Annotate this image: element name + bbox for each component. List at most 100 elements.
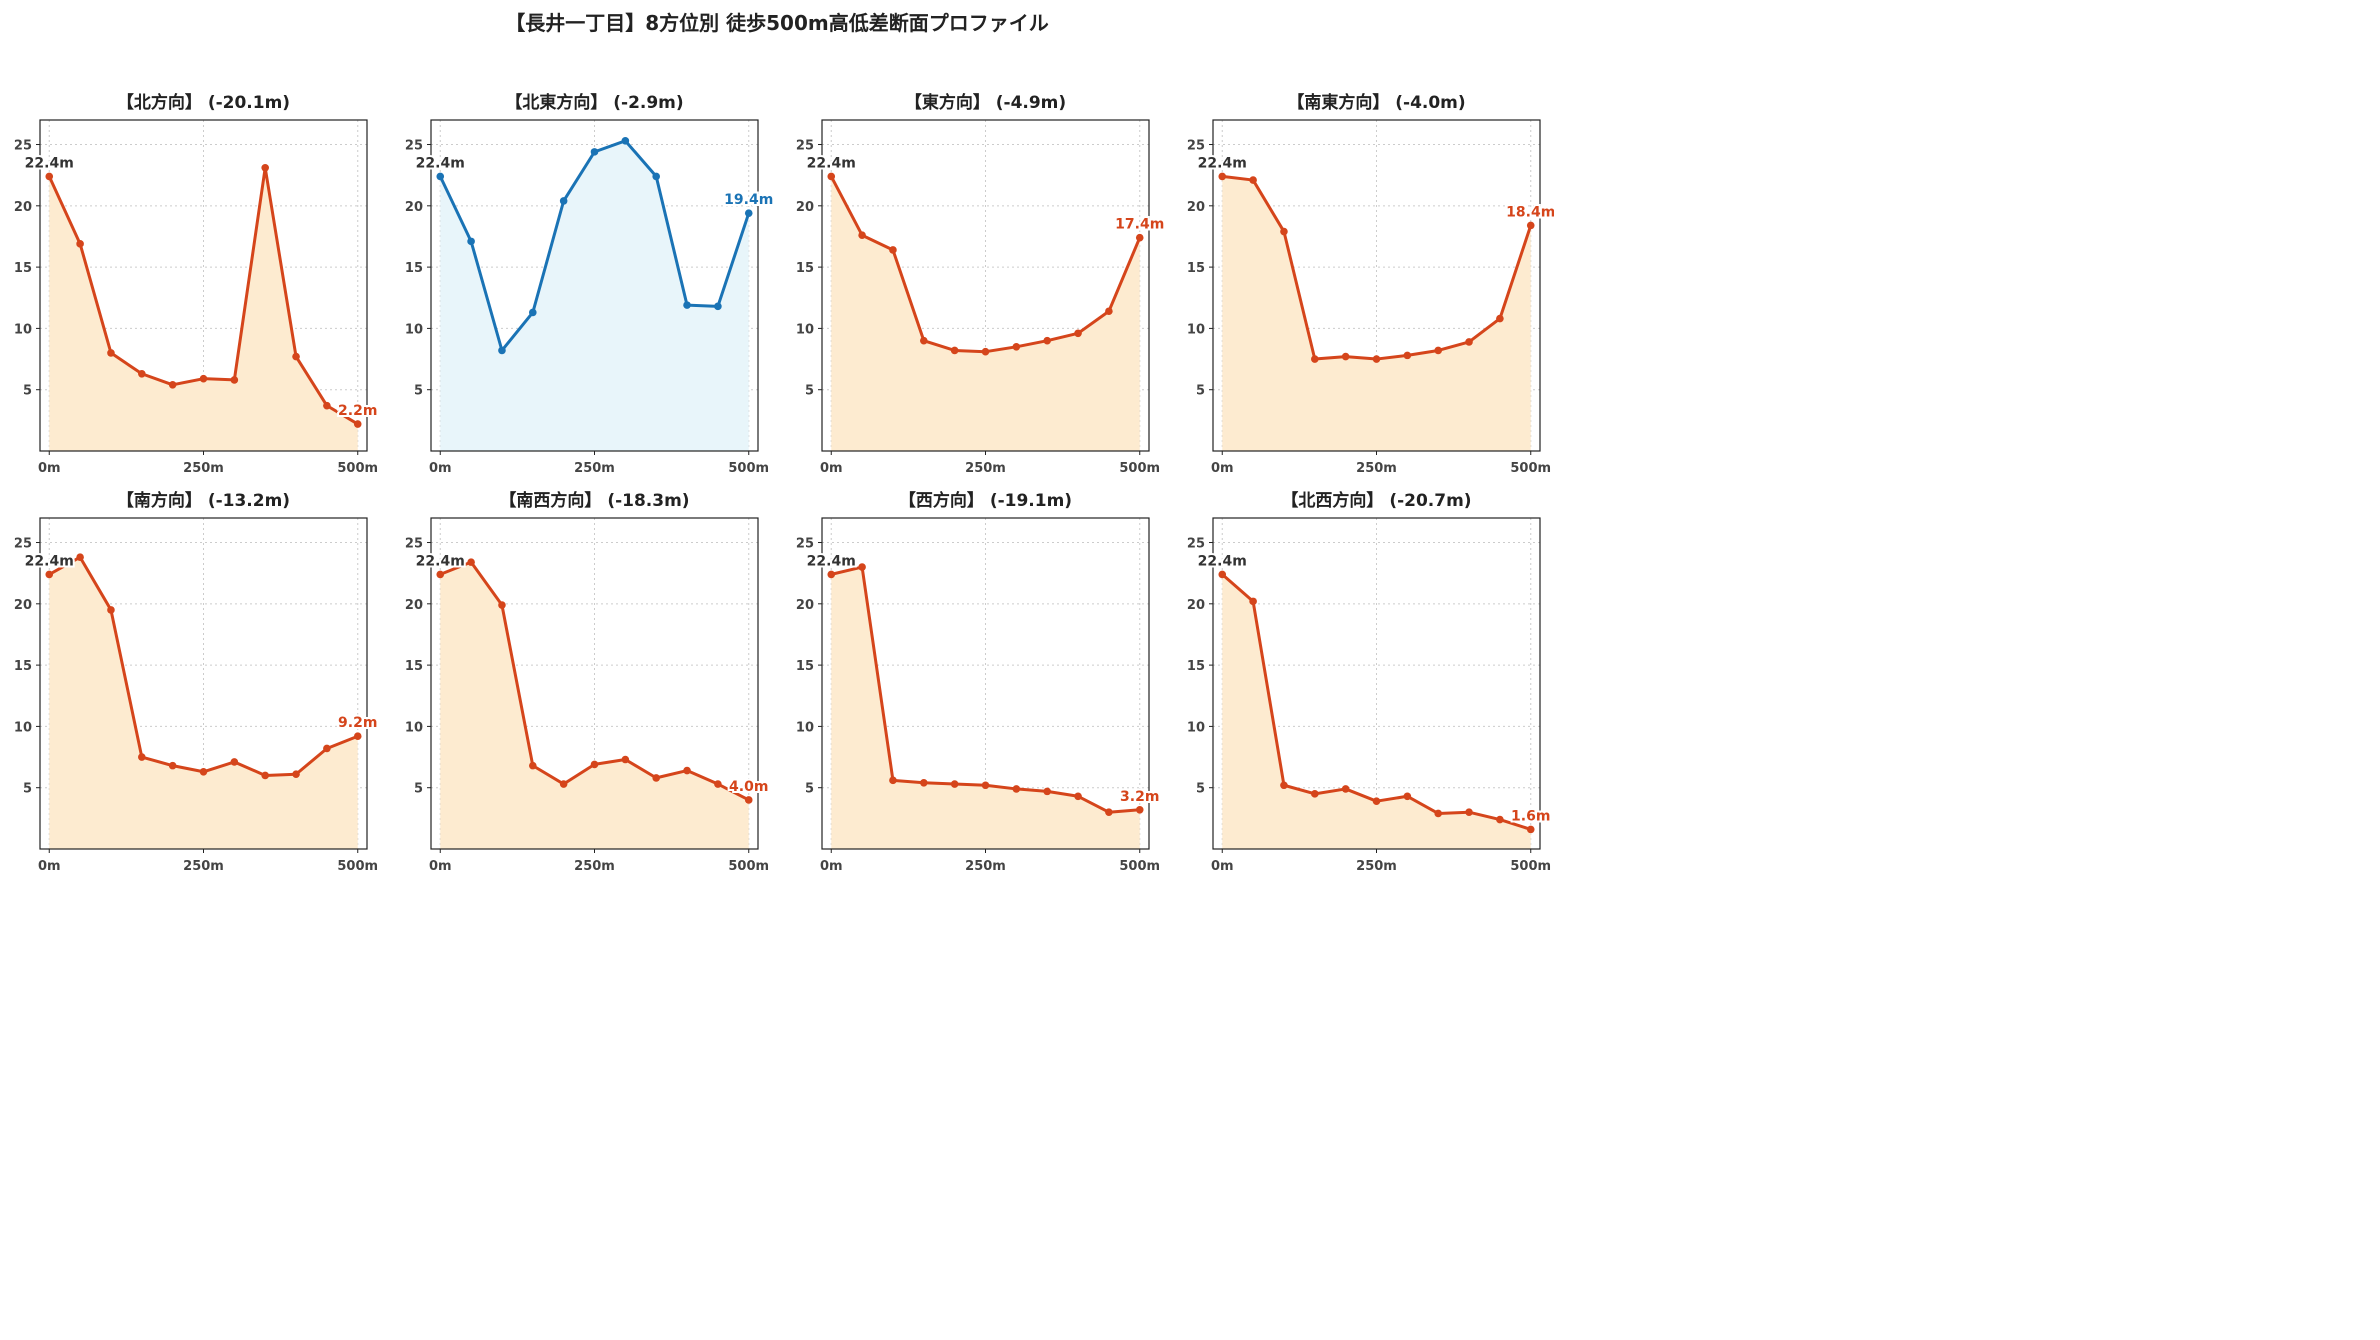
data-point bbox=[1135, 805, 1144, 814]
data-point bbox=[107, 349, 115, 357]
data-point bbox=[436, 570, 445, 579]
data-point bbox=[1496, 815, 1504, 824]
y-tick-label: 25 bbox=[1187, 537, 1205, 552]
y-tick-label: 20 bbox=[796, 598, 814, 613]
panel-title: 【北東方向】 (-2.9m) bbox=[505, 92, 683, 113]
data-point bbox=[1135, 233, 1144, 242]
data-point bbox=[683, 301, 691, 309]
x-tick-label: 250m bbox=[574, 859, 615, 874]
data-point bbox=[1465, 338, 1473, 346]
panel-title: 【西方向】 (-19.1m) bbox=[899, 490, 1072, 511]
y-tick-label: 20 bbox=[1187, 200, 1205, 215]
data-point bbox=[323, 744, 331, 753]
data-point bbox=[590, 148, 599, 156]
y-tick-label: 15 bbox=[796, 659, 814, 674]
data-point bbox=[199, 767, 208, 776]
data-point bbox=[76, 553, 84, 562]
data-point bbox=[467, 558, 475, 566]
data-point bbox=[559, 780, 568, 788]
area-fill bbox=[1222, 176, 1531, 452]
x-tick-label: 250m bbox=[965, 859, 1006, 874]
data-point bbox=[827, 570, 836, 579]
x-tick-label: 0m bbox=[429, 859, 452, 874]
y-tick-label: 25 bbox=[14, 139, 32, 154]
start-elevation-label: 22.4m bbox=[1198, 553, 1247, 569]
y-tick-label: 25 bbox=[796, 537, 814, 552]
y-tick-label: 20 bbox=[14, 598, 32, 613]
data-point bbox=[467, 237, 475, 246]
data-point bbox=[45, 172, 54, 181]
area-fill bbox=[831, 567, 1140, 849]
start-elevation-label: 22.4m bbox=[416, 553, 465, 569]
data-point bbox=[714, 302, 722, 311]
y-tick-label: 25 bbox=[405, 139, 423, 154]
x-tick-label: 500m bbox=[337, 461, 378, 476]
data-point bbox=[1434, 346, 1442, 355]
y-tick-label: 15 bbox=[796, 261, 814, 276]
panel-title: 【北西方向】 (-20.7m) bbox=[1281, 490, 1471, 511]
data-point bbox=[107, 606, 115, 614]
y-tick-label: 15 bbox=[1187, 659, 1205, 674]
data-point bbox=[1403, 351, 1412, 360]
area-fill bbox=[49, 167, 358, 452]
y-tick-label: 25 bbox=[14, 537, 32, 552]
data-point bbox=[1105, 307, 1113, 316]
y-tick-label: 15 bbox=[14, 261, 32, 276]
x-tick-label: 0m bbox=[1211, 859, 1234, 874]
x-tick-label: 250m bbox=[183, 461, 224, 476]
data-point bbox=[1280, 227, 1288, 236]
y-tick-label: 15 bbox=[1187, 261, 1205, 276]
y-tick-label: 20 bbox=[1187, 598, 1205, 613]
start-elevation-label: 22.4m bbox=[25, 155, 74, 171]
x-tick-label: 250m bbox=[574, 461, 615, 476]
y-tick-label: 10 bbox=[796, 322, 814, 337]
y-tick-label: 10 bbox=[14, 322, 32, 337]
data-point bbox=[1372, 355, 1381, 363]
figure-stage: 【長井一丁目】8方位別 徒歩500m高低差断面プロファイル 【北方向】 (-20… bbox=[0, 0, 1554, 878]
data-point bbox=[1074, 792, 1082, 801]
area-fill bbox=[440, 140, 749, 451]
figure-title: 【長井一丁目】8方位別 徒歩500m高低差断面プロファイル bbox=[505, 11, 1048, 35]
y-tick-label: 5 bbox=[805, 782, 814, 797]
data-point bbox=[1043, 787, 1051, 796]
data-point bbox=[920, 779, 928, 787]
data-point bbox=[920, 336, 928, 345]
data-point bbox=[1012, 342, 1021, 351]
area-fill bbox=[1222, 574, 1531, 849]
y-tick-label: 10 bbox=[14, 720, 32, 735]
y-tick-label: 15 bbox=[405, 659, 423, 674]
data-point bbox=[353, 420, 362, 428]
panel-title: 【南東方向】 (-4.0m) bbox=[1287, 92, 1465, 113]
data-point bbox=[590, 760, 599, 769]
x-tick-label: 500m bbox=[337, 859, 378, 874]
area-fill bbox=[440, 562, 749, 849]
y-tick-label: 5 bbox=[1196, 782, 1205, 797]
data-point bbox=[1434, 809, 1442, 818]
start-elevation-label: 22.4m bbox=[25, 553, 74, 569]
data-point bbox=[1043, 336, 1051, 345]
data-point bbox=[950, 346, 959, 355]
data-point bbox=[1249, 176, 1257, 184]
y-tick-label: 10 bbox=[405, 720, 423, 735]
y-tick-label: 20 bbox=[405, 598, 423, 613]
y-tick-label: 5 bbox=[414, 782, 423, 797]
y-tick-label: 10 bbox=[796, 720, 814, 735]
data-point bbox=[858, 563, 866, 571]
data-point bbox=[1218, 570, 1227, 579]
data-point bbox=[1105, 808, 1113, 817]
data-point bbox=[76, 240, 84, 248]
data-point bbox=[1526, 825, 1535, 834]
end-elevation-label: 4.0m bbox=[729, 779, 768, 795]
y-tick-label: 5 bbox=[1196, 384, 1205, 399]
x-tick-label: 0m bbox=[820, 461, 843, 476]
data-point bbox=[1403, 792, 1412, 801]
data-point bbox=[199, 374, 208, 383]
data-point bbox=[744, 796, 753, 804]
data-point bbox=[1280, 781, 1288, 790]
data-point bbox=[652, 774, 660, 782]
data-point bbox=[261, 771, 269, 780]
x-tick-label: 500m bbox=[728, 461, 769, 476]
